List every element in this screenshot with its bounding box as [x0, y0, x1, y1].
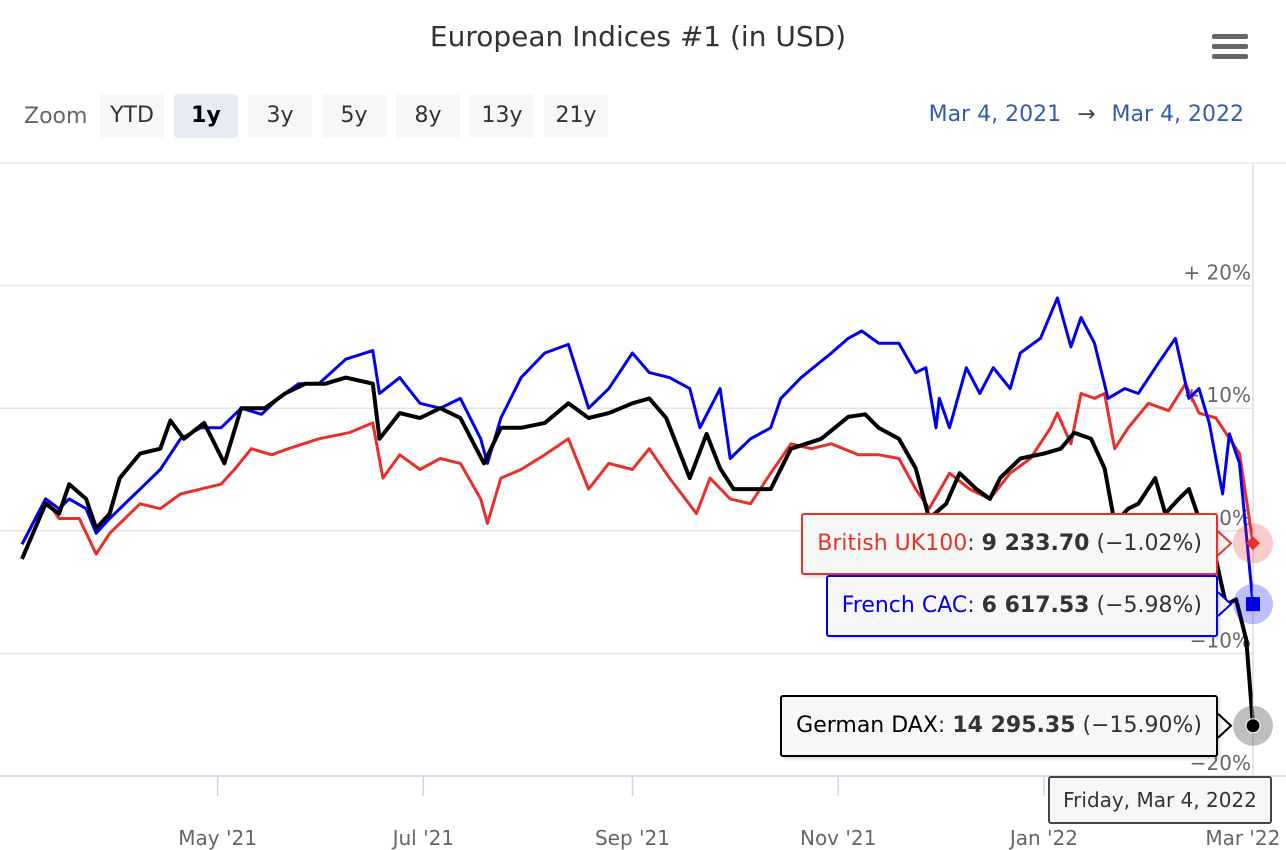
tooltip-series-name: German DAX	[796, 713, 938, 738]
tooltip-series-name: French CAC	[841, 593, 968, 618]
series-line-french-cac	[20, 296, 1255, 605]
tooltip-cac: French CAC: 6 617.53 (−5.98%)	[825, 575, 1218, 637]
diamond-marker-icon	[1246, 536, 1260, 551]
date-range: Mar 4, 2021 → Mar 4, 2022	[929, 102, 1244, 127]
y-tick-label: + 20%	[1183, 261, 1251, 285]
zoom-button-21y[interactable]: 21y	[544, 94, 608, 138]
arrow-right-icon: →	[1077, 102, 1096, 127]
x-tick-label: Jul '21	[391, 826, 454, 850]
tooltip-value: 9 233.70	[981, 531, 1090, 556]
tooltip-uk100: British UK100: 9 233.70 (−1.02%)	[801, 513, 1218, 575]
tooltip-pointer	[1217, 591, 1233, 617]
tooltip-value: 14 295.35	[952, 713, 1076, 738]
range-from-input[interactable]: Mar 4, 2021	[928, 102, 1062, 127]
zoom-button-8y[interactable]: 8y	[396, 94, 460, 138]
series-line-british-uk100	[20, 382, 1255, 556]
zoom-button-3y[interactable]: 3y	[248, 94, 312, 138]
crosshair-date-label: Friday, Mar 4, 2022	[1048, 776, 1272, 824]
circle-marker-icon	[1245, 718, 1261, 734]
tooltip-pointer	[1217, 530, 1233, 557]
chart-title: European Indices #1 (in USD)	[429, 20, 847, 53]
x-tick-label: May '21	[178, 826, 257, 850]
hamburger-menu-icon[interactable]	[1212, 34, 1248, 64]
tooltip-dax: German DAX: 14 295.35 (−15.90%)	[780, 695, 1218, 757]
zoom-button-5y[interactable]: 5y	[322, 94, 386, 138]
tooltip-series-name: British UK100	[817, 531, 968, 556]
zoom-button-1y[interactable]: 1y	[174, 94, 238, 138]
x-tick-label: Nov '21	[800, 826, 876, 850]
zoom-button-ytd[interactable]: YTD	[100, 94, 164, 138]
zoom-label: Zoom	[24, 104, 88, 129]
tooltip-change: (−5.98%)	[1096, 593, 1203, 618]
x-tick-label: Jan '22	[1008, 826, 1078, 850]
tooltip-change: (−1.02%)	[1096, 531, 1203, 556]
tooltip-change: (−15.90%)	[1082, 713, 1203, 738]
zoom-button-13y[interactable]: 13y	[470, 94, 534, 138]
x-tick-label: Sep '21	[595, 826, 670, 850]
square-marker-icon	[1246, 597, 1260, 612]
tooltip-value: 6 617.53	[981, 593, 1090, 618]
x-tick-label: Mar '22	[1205, 826, 1280, 850]
tooltip-pointer	[1217, 712, 1233, 739]
range-to-input[interactable]: Mar 4, 2022	[1111, 102, 1244, 127]
